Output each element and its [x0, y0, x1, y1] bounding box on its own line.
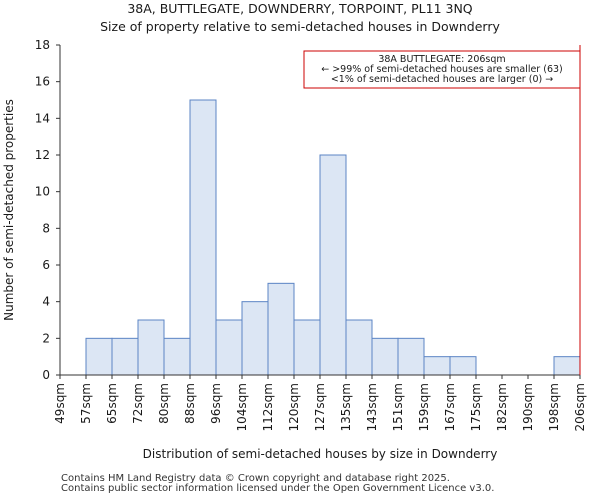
bar-96sqm: [215, 319, 243, 376]
x-tick-label-80sqm: 80sqm: [157, 383, 171, 424]
y-tick-label-18: 18: [35, 38, 50, 52]
chart-title: 38A, BUTTLEGATE, DOWNDERRY, TORPOINT, PL…: [127, 1, 473, 16]
bar-104sqm: [241, 301, 269, 376]
annotation-line-1: 38A BUTTLEGATE: 206sqm: [378, 54, 505, 65]
y-tick-label-10: 10: [35, 185, 50, 199]
y-tick-label-12: 12: [35, 148, 50, 162]
bar-57sqm: [85, 337, 113, 376]
bar-135sqm: [345, 319, 373, 376]
bar-151sqm: [397, 337, 425, 376]
bar-198sqm: [553, 356, 581, 376]
y-ticks-group: 0 2 4 6 8 10 12 14 16 18: [35, 38, 60, 382]
x-tick-label-143sqm: 143sqm: [365, 383, 379, 431]
bar-80sqm: [163, 337, 191, 376]
x-tick-label-135sqm: 135sqm: [339, 383, 353, 431]
bar-159sqm: [423, 356, 451, 376]
x-tick-label-120sqm: 120sqm: [287, 383, 301, 431]
x-tick-label-104sqm: 104sqm: [235, 383, 249, 431]
x-tick-label-72sqm: 72sqm: [131, 383, 145, 424]
y-tick-label-14: 14: [35, 111, 50, 125]
x-tick-label-127sqm: 127sqm: [313, 383, 327, 431]
annotation-line-2: ← >99% of semi-detached houses are small…: [321, 64, 563, 75]
x-tick-label-167sqm: 167sqm: [443, 383, 457, 431]
bar-127sqm: [319, 154, 347, 376]
bar-112sqm: [267, 282, 295, 376]
x-tick-label-159sqm: 159sqm: [417, 383, 431, 431]
chart-subtitle: Size of property relative to semi-detach…: [100, 19, 500, 34]
x-ticks-group: 49sqm 57sqm 65sqm 72sqm 80sqm 88sqm 96sqm 104sq…: [53, 375, 587, 431]
x-tick-label-65sqm: 65sqm: [105, 383, 119, 424]
x-tick-label-175sqm: 175sqm: [469, 383, 483, 431]
x-tick-label-96sqm: 96sqm: [209, 383, 223, 424]
annotation-rect: [303, 50, 581, 89]
annotation-box: 38A BUTTLEGATE: 206sqm ← >99% of semi-de…: [303, 50, 581, 89]
bar-143sqm: [371, 337, 399, 376]
bar-65sqm: [111, 337, 139, 376]
y-tick-label-0: 0: [42, 368, 50, 382]
bar-88sqm: [189, 99, 217, 376]
y-tick-label-2: 2: [42, 331, 50, 345]
x-tick-label-198sqm: 198sqm: [547, 383, 561, 431]
y-tick-label-4: 4: [42, 295, 50, 309]
x-tick-label-190sqm: 190sqm: [521, 383, 535, 431]
bar-167sqm: [449, 356, 477, 376]
attribution-line-1: Contains HM Land Registry data © Crown c…: [61, 473, 450, 484]
x-tick-label-57sqm: 57sqm: [79, 383, 93, 424]
y-tick-label-6: 6: [42, 258, 50, 272]
bar-120sqm: [293, 319, 321, 376]
x-tick-label-151sqm: 151sqm: [391, 383, 405, 431]
x-tick-label-49sqm: 49sqm: [53, 383, 67, 424]
annotation-line-3: <1% of semi-detached houses are larger (…: [331, 74, 553, 85]
x-tick-label-88sqm: 88sqm: [183, 383, 197, 424]
y-tick-label-16: 16: [35, 75, 50, 89]
x-axis-label: Distribution of semi-detached houses by …: [143, 447, 498, 461]
attribution-line-2: Contains public sector information licen…: [61, 483, 495, 494]
x-tick-label-112sqm: 112sqm: [261, 383, 275, 431]
bars-group: [85, 99, 581, 376]
x-tick-label-182sqm: 182sqm: [495, 383, 509, 431]
x-tick-label-206sqm: 206sqm: [573, 383, 587, 431]
y-tick-label-8: 8: [42, 221, 50, 235]
bar-72sqm: [137, 319, 165, 376]
y-axis-label: Number of semi-detached properties: [2, 99, 16, 321]
